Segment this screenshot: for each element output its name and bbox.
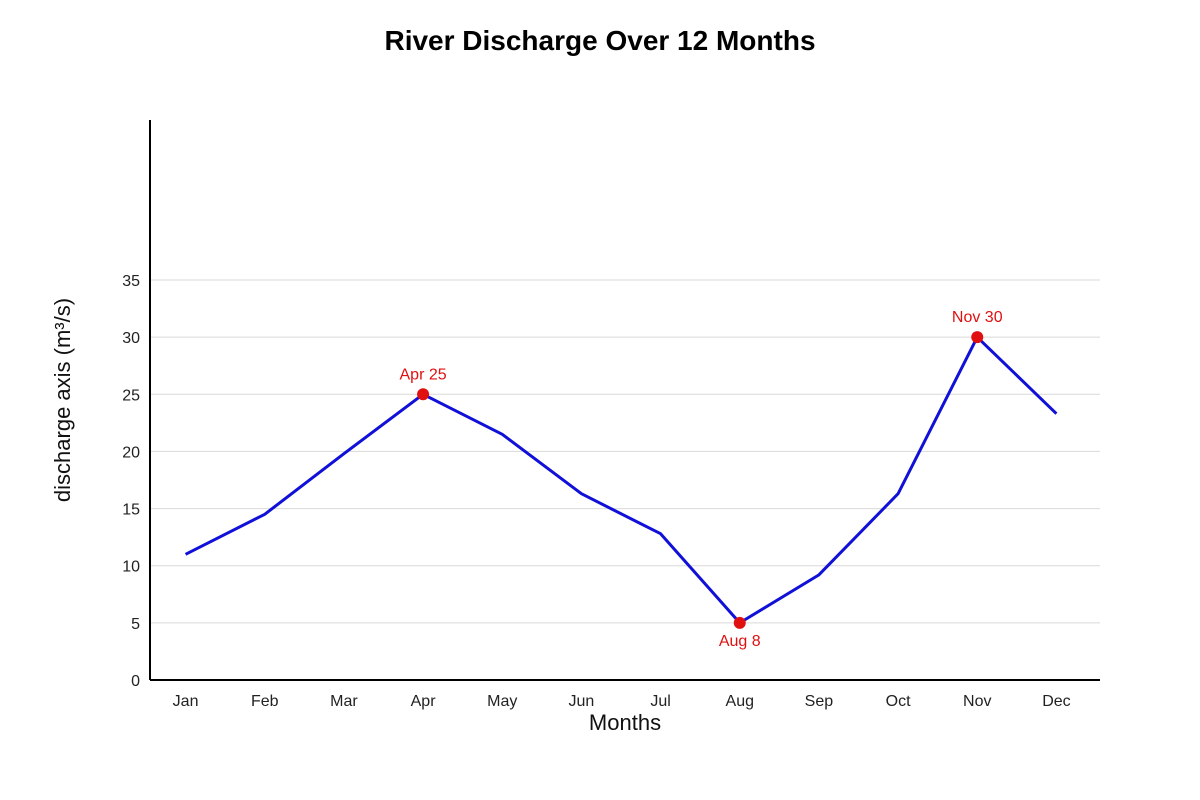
x-tick-label: Sep	[805, 693, 834, 710]
annotation-label: Nov 30	[952, 309, 1003, 326]
x-tick-label: Mar	[330, 693, 358, 710]
y-tick-label: 20	[122, 444, 140, 461]
x-tick-label: Jun	[569, 693, 595, 710]
x-tick-label: Nov	[963, 693, 991, 710]
y-axis-label: discharge axis (m³/s)	[50, 298, 75, 502]
x-tick-label: Feb	[251, 693, 279, 710]
x-tick-label: Jan	[173, 693, 199, 710]
y-tick-label: 15	[122, 502, 140, 519]
x-tick-labels: Jan Feb Mar Apr May Jun Jul Aug Sep Oct Nov Dec	[173, 693, 1071, 710]
x-tick-label: Dec	[1042, 693, 1070, 710]
gridlines	[150, 279, 1100, 624]
y-tick-label: 30	[122, 330, 140, 347]
annotation-label: Apr 25	[400, 366, 447, 383]
y-tick-label: 25	[122, 387, 140, 404]
x-tick-label: Oct	[886, 693, 911, 710]
x-tick-label: Jul	[650, 693, 670, 710]
x-tick-label: Aug	[726, 693, 754, 710]
x-tick-label: May	[487, 693, 517, 710]
series-line	[184, 335, 1058, 625]
y-tick-label: 10	[122, 559, 140, 576]
y-tick-label: 35	[122, 273, 140, 290]
y-tick-label: 5	[131, 616, 140, 633]
x-tick-label: Apr	[411, 693, 437, 710]
annotation-label: Aug 8	[719, 633, 761, 650]
highlight-point	[417, 388, 430, 401]
y-tick-labels: 0 5 10 15 20 25 30 35	[122, 273, 140, 690]
highlight-point	[733, 616, 746, 629]
y-tick-label: 0	[131, 673, 140, 690]
highlight-point	[971, 331, 984, 344]
x-axis-label: Months	[589, 710, 661, 735]
annotations-layer: Apr 25 Aug 8 Nov 30	[400, 309, 1003, 650]
series-layer	[184, 335, 1058, 625]
chart-title: River Discharge Over 12 Months	[384, 25, 815, 56]
